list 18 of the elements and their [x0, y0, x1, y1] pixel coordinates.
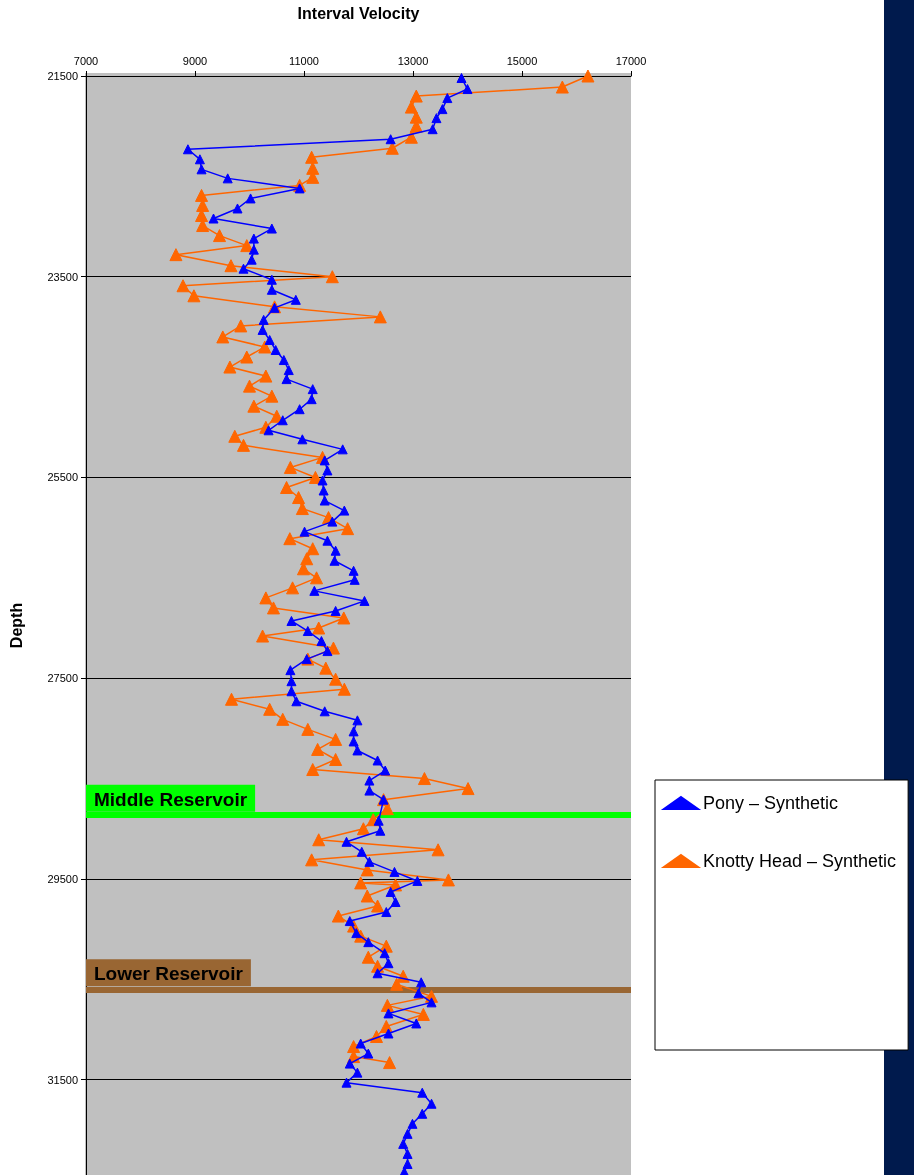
x-tick-label: 7000 — [73, 54, 99, 67]
legend-label: Knotty Head – Synthetic — [703, 851, 897, 871]
x-tick-label: 11000 — [289, 54, 319, 67]
y-axis-title: Depth — [7, 602, 25, 649]
legend-label: Pony – Synthetic — [703, 793, 839, 813]
y-tick-label: 25500 — [47, 471, 78, 484]
x-tick-label: 13000 — [397, 54, 429, 67]
ref-line-label: Lower Reservoir — [94, 963, 244, 985]
x-tick-label: 15000 — [506, 54, 538, 67]
y-tick-label: 29500 — [47, 872, 78, 885]
y-tick-label: 21500 — [47, 70, 78, 82]
x-tick-label: 9000 — [182, 54, 208, 67]
y-tick-label: 27500 — [47, 672, 78, 685]
x-tick-label: 17000 — [615, 54, 647, 67]
y-tick-label: 23500 — [47, 270, 78, 283]
x-axis-title: Interval Velocity — [297, 4, 420, 22]
y-tick-label: 31500 — [47, 1073, 78, 1086]
ref-line-label: Middle Reservoir — [94, 788, 248, 810]
